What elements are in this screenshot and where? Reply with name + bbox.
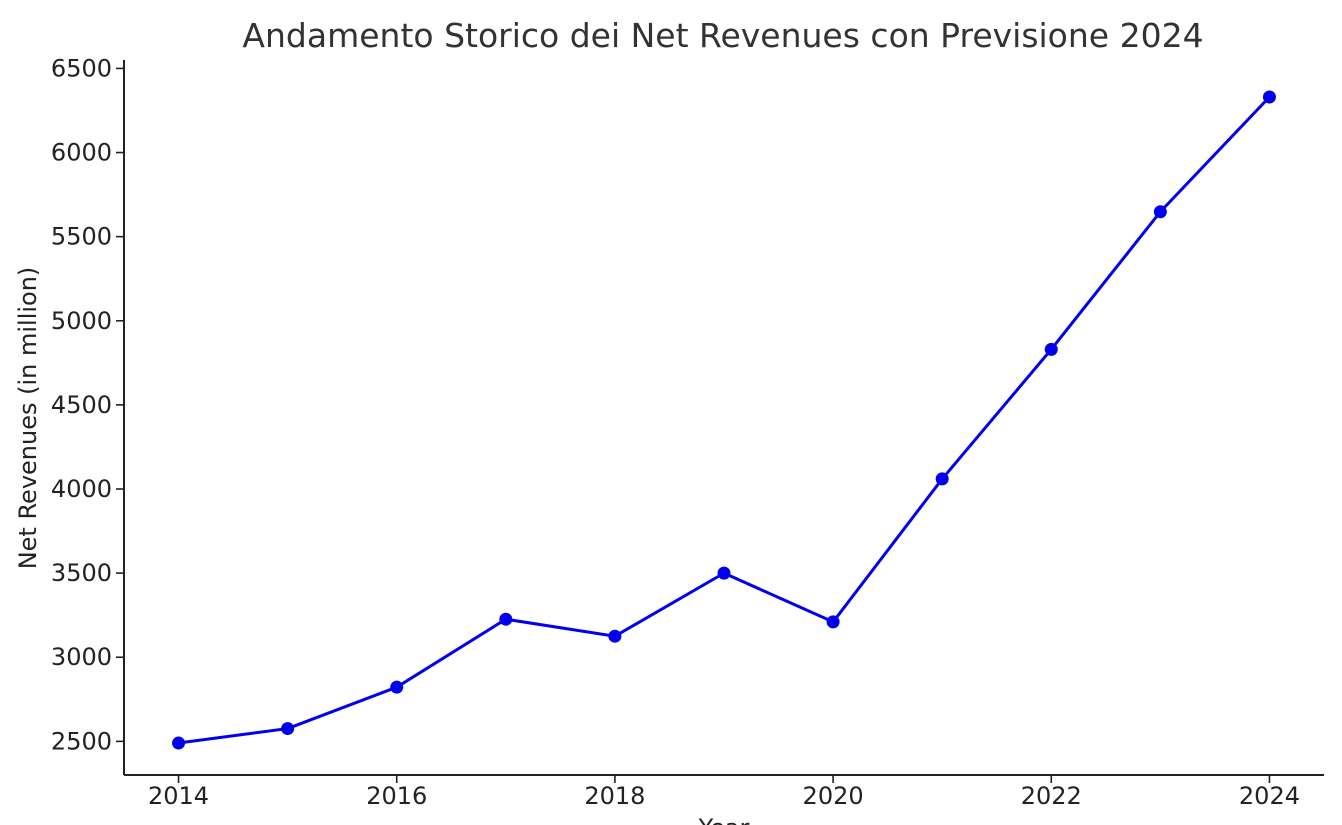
chart-title: Andamento Storico dei Net Revenues con P… xyxy=(242,16,1203,55)
y-axis-ticks: 2500 3000 3500 4000 4500 5000 5500 6000 6500 xyxy=(51,54,124,755)
data-point xyxy=(172,736,186,750)
x-tick-label: 2020 xyxy=(803,782,864,810)
data-point xyxy=(281,722,295,736)
data-point xyxy=(1262,90,1276,104)
data-point xyxy=(717,566,731,580)
y-tick-label: 2500 xyxy=(51,727,112,755)
y-tick-label: 4000 xyxy=(51,475,112,503)
series-layer xyxy=(172,90,1276,750)
y-tick-label: 3500 xyxy=(51,559,112,587)
data-point xyxy=(1153,205,1167,219)
y-tick-label: 5000 xyxy=(51,307,112,335)
x-tick-label: 2022 xyxy=(1021,782,1082,810)
x-tick-label: 2014 xyxy=(148,782,209,810)
x-tick-label: 2018 xyxy=(584,782,645,810)
y-tick-label: 3000 xyxy=(51,643,112,671)
data-point xyxy=(499,612,513,626)
x-tick-label: 2024 xyxy=(1239,782,1300,810)
data-point xyxy=(935,472,949,486)
x-axis-ticks: 2014 2016 2018 2020 2022 2024 xyxy=(148,775,1300,810)
y-tick-label: 6500 xyxy=(51,54,112,82)
y-tick-label: 5500 xyxy=(51,223,112,251)
data-point xyxy=(608,629,622,643)
data-point xyxy=(1044,342,1058,356)
data-point xyxy=(826,615,840,629)
y-tick-label: 4500 xyxy=(51,391,112,419)
y-axis-label: Net Revenues (in million) xyxy=(14,267,42,570)
series-line-0 xyxy=(177,95,1271,745)
data-point xyxy=(390,680,404,694)
x-tick-label: 2016 xyxy=(366,782,427,810)
y-tick-label: 6000 xyxy=(51,139,112,167)
x-axis-label: Year xyxy=(698,814,750,825)
